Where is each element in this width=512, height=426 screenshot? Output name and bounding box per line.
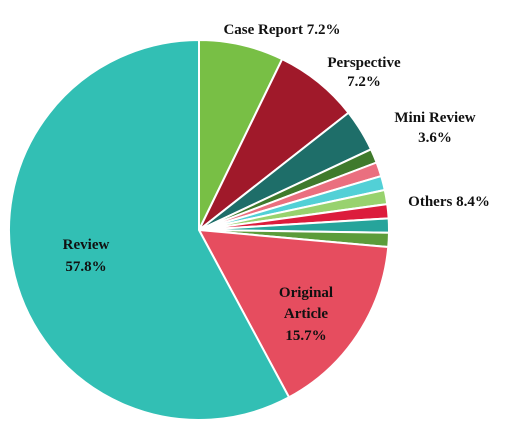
label-original-article-value: 15.7% (285, 328, 326, 344)
label-case-report: Case Report 7.2% (223, 22, 340, 38)
label-others: Others 8.4% (408, 194, 490, 210)
label-review-name: Review (63, 237, 110, 253)
slice-review (8, 39, 291, 421)
label-original-article-name-2: Article (284, 306, 328, 322)
pie-slices (8, 39, 390, 421)
label-mini-review-value: 3.6% (418, 130, 452, 146)
label-perspective-name: Perspective (327, 55, 401, 71)
label-perspective-value: 7.2% (347, 74, 381, 90)
label-review-value: 57.8% (65, 259, 106, 275)
slice-original-article (198, 229, 390, 399)
slice-labels: Case Report 7.2% Perspective 7.2% Mini R… (63, 22, 490, 344)
label-original-article-name-1: Original (279, 285, 333, 301)
label-mini-review-name: Mini Review (394, 110, 475, 126)
